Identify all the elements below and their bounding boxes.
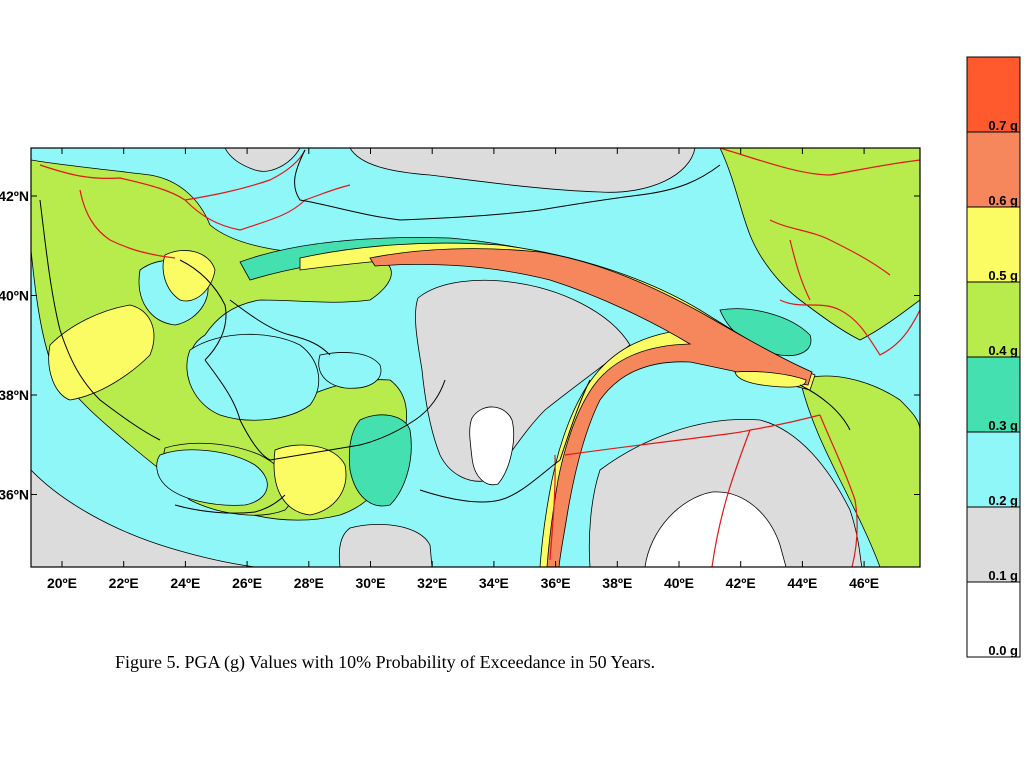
- zone-0.5-0.6g-north-aegean: [162, 250, 216, 302]
- zone-0.0-0.1g-anatolia-core: [469, 406, 515, 486]
- legend-label: 0.3 g: [988, 418, 1018, 433]
- legend-swatch: [966, 506, 1021, 583]
- zone-0.4-0.5g-caucasus: [719, 148, 920, 341]
- legend-swatch: [966, 356, 1021, 433]
- longitude-label: 34ºE: [479, 575, 509, 591]
- national-borders: [39, 148, 920, 567]
- zone-0.5-0.6g-karliova: [734, 371, 807, 388]
- longitude-label: 28ºE: [294, 575, 324, 591]
- legend-swatch: [966, 56, 1021, 133]
- zone-0.3-0.4g-southwest-anatolia: [348, 414, 412, 507]
- longitude-label: 26ºE: [232, 575, 262, 591]
- legend-label: 0.6 g: [988, 193, 1018, 208]
- zone-0.1-0.2g-black-sea: [349, 148, 696, 193]
- legend-label: 0.1 g: [988, 568, 1018, 583]
- legend-swatch: [966, 431, 1021, 508]
- legend-label: 0.2 g: [988, 493, 1018, 508]
- longitude-label: 32ºE: [417, 575, 447, 591]
- longitude-label: 24ºE: [170, 575, 200, 591]
- zone-0.2-0.3g-sea-of-crete: [318, 352, 382, 389]
- map-frame: [30, 147, 921, 568]
- legend-label: 0.5 g: [988, 268, 1018, 283]
- zone-0.6-0.7g-naf-east: [369, 248, 813, 567]
- longitude-label: 36ºE: [541, 575, 571, 591]
- longitude-axis: 20ºE 22ºE 24ºE 26ºE 28ºE 30ºE 32ºE 34ºE 36ºE 38ºE…: [47, 148, 879, 591]
- zone-0.5-0.6g-rhodes: [273, 444, 347, 516]
- longitude-label: 44ºE: [787, 575, 817, 591]
- latitude-axis: 42ºN 40ºN 38ºN 36ºN: [0, 188, 920, 503]
- legend-swatch: [966, 581, 1021, 658]
- coastlines: [39, 149, 851, 514]
- longitude-label: 42ºE: [726, 575, 756, 591]
- legend-swatch: [966, 206, 1021, 283]
- zone-0.1-0.2g-southwest: [31, 469, 256, 567]
- latitude-label: 42ºN: [0, 188, 29, 204]
- legend-swatch: [966, 281, 1021, 358]
- longitude-label: 22ºE: [109, 575, 139, 591]
- map-plot-area: [31, 148, 920, 567]
- pga-legend: 0.0 g 0.1 g 0.2 g 0.3 g 0.4 g 0.5 g 0.6 g 0.7 g: [966, 56, 1021, 658]
- longitude-label: 46ºE: [849, 575, 879, 591]
- zone-0.4-0.5g-east-anatolia: [799, 375, 920, 567]
- legend-label: 0.0 g: [988, 643, 1018, 658]
- longitude-label: 20ºE: [47, 575, 77, 591]
- longitude-label: 30ºE: [355, 575, 385, 591]
- zone-0.2-0.3g-crete-basin: [156, 449, 268, 506]
- zone-0.0-0.1g-syria-core: [644, 491, 787, 567]
- longitude-label: 38ºE: [602, 575, 632, 591]
- latitude-label: 40ºN: [0, 288, 29, 304]
- zone-0.5-0.6g-west-greece: [48, 304, 155, 401]
- legend-label: 0.7 g: [988, 118, 1018, 133]
- latitude-label: 36ºN: [0, 487, 29, 503]
- longitude-label: 40ºE: [664, 575, 694, 591]
- legend-swatch: [966, 131, 1021, 208]
- figure-caption: Figure 5. PGA (g) Values with 10% Probab…: [115, 652, 656, 672]
- latitude-label: 38ºN: [0, 387, 29, 403]
- zone-0.1-0.2g-central-anatolia: [415, 279, 631, 482]
- zone-0.2-0.3g-aegean-hole: [186, 333, 319, 421]
- zone-0.1-0.2g-south-aegean: [338, 523, 433, 567]
- zone-0.1-0.2g-northwest-corner: [224, 148, 301, 172]
- legend-label: 0.4 g: [988, 343, 1018, 358]
